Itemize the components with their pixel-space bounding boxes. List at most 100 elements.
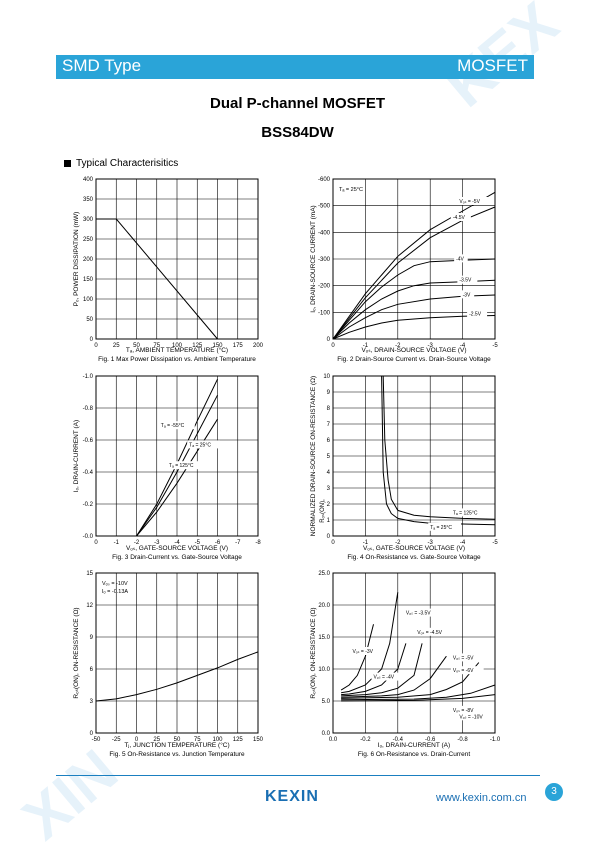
y-tick-label: 9 bbox=[90, 635, 94, 641]
x-tick-label: -1.0 bbox=[490, 737, 501, 743]
footer-website[interactable]: www.kexin.com.cn bbox=[436, 792, 527, 804]
x-tick-label: -8 bbox=[255, 540, 261, 546]
y-axis-label: Rₒₛ(ON), ON-RESISTANCE (Ω) bbox=[73, 607, 80, 698]
chart-annotation: Iₒ = -0.13A bbox=[102, 589, 128, 595]
y-tick-label: 3 bbox=[90, 699, 94, 705]
series-line bbox=[136, 394, 218, 537]
section-heading: Typical Characterisitics bbox=[64, 158, 178, 169]
series-line bbox=[341, 684, 496, 701]
x-tick-label: -3 bbox=[428, 540, 434, 546]
y-tick-label: 2 bbox=[327, 502, 331, 508]
x-tick-label: -50 bbox=[92, 737, 101, 743]
y-tick-label: 10 bbox=[323, 374, 330, 380]
series-label-bg bbox=[450, 666, 484, 675]
x-tick-label: -0.8 bbox=[457, 737, 468, 743]
y-tick-label: 4 bbox=[327, 470, 331, 476]
x-axis-label: Vₒₛ, GATE-SOURCE VOLTAGE (V) bbox=[363, 545, 465, 552]
series-label: Vₒₛ = -10V bbox=[459, 714, 483, 720]
y-axis-label: Pₒ, POWER DISSIPATION (mW) bbox=[73, 212, 80, 307]
x-tick-label: -3 bbox=[154, 540, 160, 546]
y-tick-label: 5.0 bbox=[322, 699, 331, 705]
series-label-bg bbox=[187, 440, 220, 449]
x-tick-label: 150 bbox=[253, 737, 264, 743]
x-tick-label: 200 bbox=[253, 343, 264, 349]
x-tick-label: 100 bbox=[172, 343, 183, 349]
x-tick-label: 0 bbox=[94, 343, 98, 349]
header-bar: SMD Type MOSFET bbox=[56, 55, 534, 79]
y-tick-label: 1 bbox=[327, 518, 331, 524]
x-tick-label: -1 bbox=[363, 343, 369, 349]
x-axis-label: Vₒₛ, GATE-SOURCE VOLTAGE (V) bbox=[126, 545, 228, 552]
series-label-bg bbox=[450, 508, 487, 517]
chart-annotation: Tₐ = 25°C bbox=[339, 187, 363, 193]
series-label-bg bbox=[467, 309, 488, 318]
x-tick-label: -5 bbox=[492, 343, 498, 349]
x-tick-label: 0 bbox=[331, 343, 335, 349]
x-tick-label: -4 bbox=[460, 540, 466, 546]
series-line bbox=[381, 375, 496, 526]
y-tick-label: -0.4 bbox=[83, 470, 94, 476]
series-label: Vₒₛ = -4.5V bbox=[417, 630, 442, 636]
series-line bbox=[96, 218, 218, 340]
figure-caption: Fig. 4 On-Resistance vs. Gate-Source Vol… bbox=[347, 554, 481, 561]
x-tick-label: 75 bbox=[153, 343, 160, 349]
x-tick-label: -2 bbox=[134, 540, 140, 546]
series-label: Tₐ = 25°C bbox=[189, 442, 211, 448]
series-line bbox=[341, 643, 407, 696]
y-tick-label: -200 bbox=[318, 284, 331, 290]
series-label: Vₒₛ = -5V bbox=[453, 655, 474, 661]
series-label: Tₐ = 125°C bbox=[169, 463, 194, 469]
y-tick-label: -500 bbox=[318, 204, 331, 210]
series-label-bg bbox=[403, 608, 444, 617]
y-tick-label: 100 bbox=[83, 297, 94, 303]
x-tick-label: -3 bbox=[428, 343, 434, 349]
series-label-bg bbox=[428, 522, 461, 531]
y-tick-label: 8 bbox=[327, 406, 331, 412]
x-tick-label: 125 bbox=[192, 343, 203, 349]
figure-caption: Fig. 6 On-Resistance vs. Drain-Current bbox=[358, 751, 471, 758]
y-tick-label: -0.0 bbox=[83, 534, 94, 540]
y-tick-label: -0.8 bbox=[83, 406, 94, 412]
x-tick-label: -25 bbox=[112, 737, 121, 743]
series-line bbox=[341, 655, 447, 698]
y-tick-label: 9 bbox=[327, 390, 331, 396]
series-line bbox=[341, 694, 496, 702]
series-label: Vₒₛ = -5V bbox=[459, 199, 480, 205]
footer-logo: KEXIN bbox=[265, 788, 319, 805]
page-number-badge: 3 bbox=[545, 783, 563, 801]
y-tick-label: 15 bbox=[86, 571, 93, 577]
series-label: Vₒₛ = -4V bbox=[374, 675, 395, 681]
y-tick-label: -0.6 bbox=[83, 438, 94, 444]
y-tick-label: 300 bbox=[83, 217, 94, 223]
y-tick-label: 6 bbox=[327, 438, 331, 444]
series-line bbox=[340, 624, 374, 691]
y-axis-label: NORMALIZED DRAIN-SOURCE ON-RESISTANCE (Ω… bbox=[310, 376, 317, 536]
y-tick-label: 6 bbox=[90, 667, 94, 673]
series-label-bg bbox=[350, 647, 384, 655]
series-line bbox=[332, 294, 496, 340]
y-tick-label: -1.0 bbox=[83, 374, 94, 380]
series-line bbox=[332, 258, 496, 340]
x-tick-label: 175 bbox=[233, 343, 244, 349]
x-tick-label: -5 bbox=[492, 540, 498, 546]
y-axis-label: Iₒ, DRAIN-SOURCE CURRENT (mA) bbox=[310, 205, 317, 312]
plot-frame bbox=[332, 572, 496, 734]
footer-divider bbox=[56, 775, 540, 776]
y-tick-label: 10.0 bbox=[318, 667, 330, 673]
y-tick-label: 0 bbox=[90, 731, 94, 737]
x-tick-label: -0.4 bbox=[393, 737, 404, 743]
x-tick-label: -5 bbox=[195, 540, 201, 546]
x-tick-label: 25 bbox=[153, 737, 160, 743]
y-tick-label: 3 bbox=[327, 486, 331, 492]
series-label: -2.5V bbox=[469, 312, 482, 318]
y-tick-label: 25.0 bbox=[318, 571, 330, 577]
series-label: -3V bbox=[463, 292, 471, 298]
x-tick-label: -1 bbox=[114, 540, 120, 546]
series-label: Vₒₛ = -3V bbox=[352, 649, 373, 655]
series-label: -3.5V bbox=[459, 278, 472, 284]
figure-caption: Fig. 3 Drain-Current vs. Gate-Source Vol… bbox=[112, 554, 242, 561]
series-label-bg bbox=[371, 672, 405, 681]
y-tick-label: 7 bbox=[327, 422, 331, 428]
y-axis-label: Iₒ, DRAIN-CURRENT (A) bbox=[73, 420, 80, 492]
y-tick-label: 200 bbox=[83, 257, 94, 263]
